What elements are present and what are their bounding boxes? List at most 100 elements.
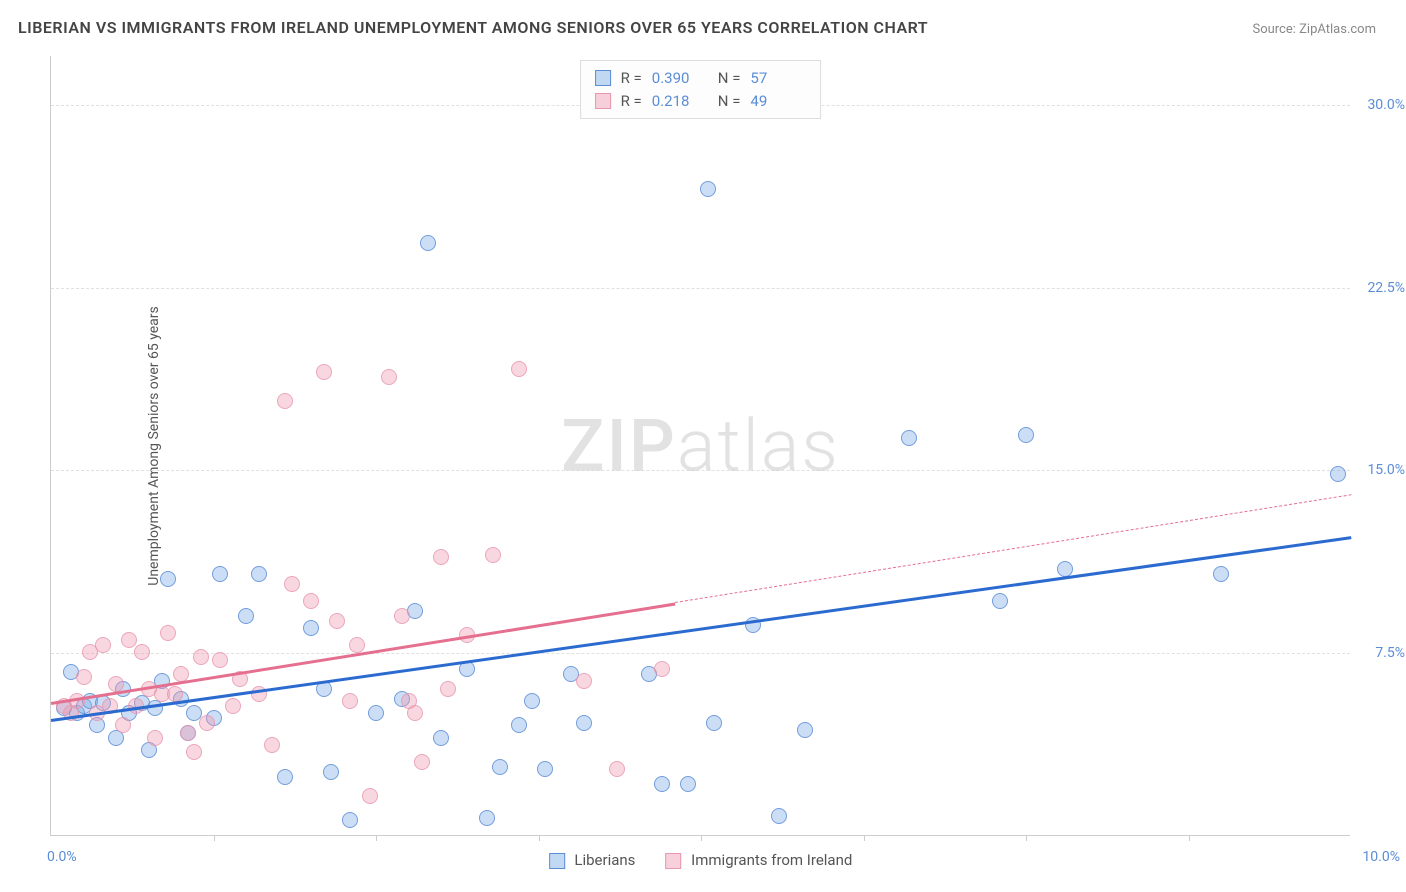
data-point xyxy=(1330,466,1346,482)
data-point xyxy=(186,744,202,760)
data-point xyxy=(901,430,917,446)
data-point xyxy=(277,769,293,785)
legend-swatch-series-0 xyxy=(549,853,565,869)
data-point xyxy=(992,593,1008,609)
watermark-thin: atlas xyxy=(677,403,840,488)
data-point xyxy=(576,673,592,689)
legend-r-label: R = xyxy=(621,90,642,113)
data-point xyxy=(329,613,345,629)
data-point xyxy=(420,235,436,251)
y-tick-label: 15.0% xyxy=(1367,462,1405,478)
y-tick-label: 7.5% xyxy=(1375,645,1405,661)
x-tick xyxy=(1026,835,1027,841)
data-point xyxy=(316,364,332,380)
data-point xyxy=(511,361,527,377)
data-point xyxy=(433,730,449,746)
gridline xyxy=(51,653,1350,654)
y-tick-label: 30.0% xyxy=(1367,97,1405,113)
data-point xyxy=(492,759,508,775)
data-point xyxy=(134,644,150,660)
data-point xyxy=(537,761,553,777)
data-point xyxy=(609,761,625,777)
data-point xyxy=(284,576,300,592)
data-point xyxy=(264,737,280,753)
data-point xyxy=(680,776,696,792)
data-point xyxy=(394,608,410,624)
legend-n-label: N = xyxy=(718,67,741,90)
data-point xyxy=(407,705,423,721)
data-point xyxy=(654,776,670,792)
legend-label-series-1: Immigrants from Ireland xyxy=(691,851,852,869)
data-point xyxy=(199,715,215,731)
data-point xyxy=(771,808,787,824)
data-point xyxy=(342,693,358,709)
data-point xyxy=(193,649,209,665)
gridline xyxy=(51,288,1350,289)
chart-title: LIBERIAN VS IMMIGRANTS FROM IRELAND UNEM… xyxy=(18,18,928,37)
data-point xyxy=(349,637,365,653)
source-attribution: Source: ZipAtlas.com xyxy=(1252,22,1376,37)
x-tick-label: 0.0% xyxy=(47,849,77,865)
legend-n-label: N = xyxy=(718,90,741,113)
data-point xyxy=(251,566,267,582)
legend-r-value-0: 0.390 xyxy=(652,67,708,90)
legend-bottom: Liberians Immigrants from Ireland xyxy=(549,851,853,869)
data-point xyxy=(368,705,384,721)
data-point xyxy=(95,637,111,653)
data-point xyxy=(433,549,449,565)
legend-swatch-series-1 xyxy=(595,93,611,109)
data-point xyxy=(654,661,670,677)
x-tick xyxy=(701,835,702,841)
legend-label-series-0: Liberians xyxy=(574,851,635,869)
legend-stats-row: R = 0.218 N = 49 xyxy=(595,90,807,113)
data-point xyxy=(121,632,137,648)
data-point xyxy=(576,715,592,731)
legend-item-series-0: Liberians xyxy=(549,851,636,869)
x-tick xyxy=(376,835,377,841)
data-point xyxy=(147,730,163,746)
data-point xyxy=(706,715,722,731)
legend-r-value-1: 0.218 xyxy=(652,90,708,113)
legend-swatch-series-0 xyxy=(595,70,611,86)
data-point xyxy=(381,369,397,385)
data-point xyxy=(180,725,196,741)
watermark: ZIPatlas xyxy=(561,403,840,488)
data-point xyxy=(238,608,254,624)
legend-stats-row: R = 0.390 N = 57 xyxy=(595,67,807,90)
x-tick xyxy=(864,835,865,841)
data-point xyxy=(1018,427,1034,443)
x-tick-label: 10.0% xyxy=(1362,849,1400,865)
data-point xyxy=(303,593,319,609)
data-point xyxy=(524,693,540,709)
data-point xyxy=(511,717,527,733)
data-point xyxy=(303,620,319,636)
data-point xyxy=(160,625,176,641)
legend-n-value-1: 49 xyxy=(750,90,806,113)
data-point xyxy=(160,571,176,587)
regression-line xyxy=(675,495,1351,604)
data-point xyxy=(225,698,241,714)
x-tick xyxy=(539,835,540,841)
scatter-plot-area: ZIPatlas R = 0.390 N = 57 R = 0.218 N = … xyxy=(50,56,1350,836)
x-tick xyxy=(214,835,215,841)
legend-stats-box: R = 0.390 N = 57 R = 0.218 N = 49 xyxy=(580,60,822,119)
y-tick-label: 22.5% xyxy=(1367,280,1405,296)
data-point xyxy=(212,652,228,668)
data-point xyxy=(115,717,131,733)
data-point xyxy=(700,181,716,197)
legend-r-label: R = xyxy=(621,67,642,90)
data-point xyxy=(212,566,228,582)
data-point xyxy=(797,722,813,738)
data-point xyxy=(108,676,124,692)
legend-item-series-1: Immigrants from Ireland xyxy=(665,851,852,869)
legend-n-value-0: 57 xyxy=(750,67,806,90)
data-point xyxy=(323,764,339,780)
legend-swatch-series-1 xyxy=(665,853,681,869)
regression-line xyxy=(51,536,1351,721)
data-point xyxy=(479,810,495,826)
x-tick xyxy=(1189,835,1190,841)
data-point xyxy=(414,754,430,770)
data-point xyxy=(76,669,92,685)
data-point xyxy=(342,812,358,828)
data-point xyxy=(485,547,501,563)
